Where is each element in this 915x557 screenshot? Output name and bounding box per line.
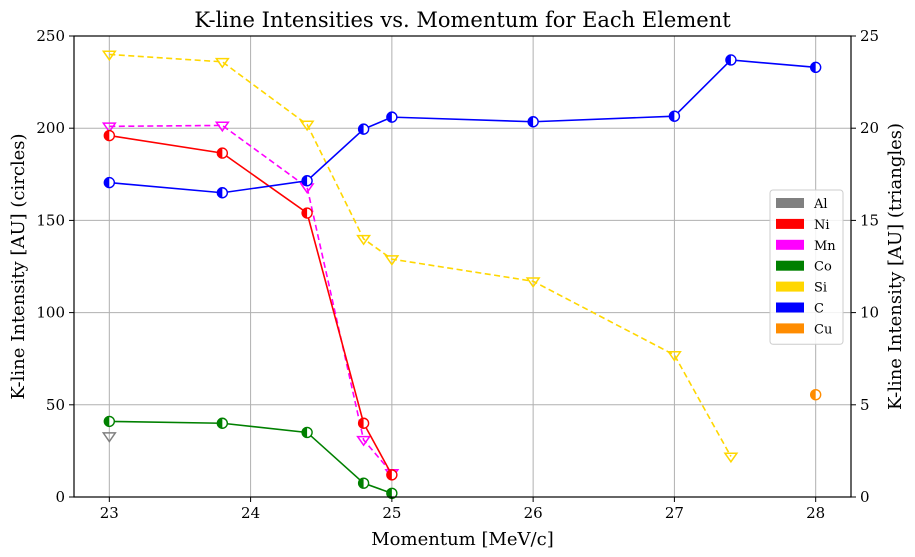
y2-tick-label: 15 xyxy=(860,211,879,229)
x-tick-label: 27 xyxy=(665,504,684,522)
legend-label-cu: Cu xyxy=(814,322,832,337)
x-tick-label: 23 xyxy=(100,504,119,522)
series-layer xyxy=(101,50,822,500)
point-c xyxy=(216,187,229,199)
legend-label-ni: Ni xyxy=(814,218,830,233)
point-si xyxy=(356,234,372,246)
point-c xyxy=(103,176,116,189)
point-c xyxy=(668,110,681,122)
point-cu xyxy=(809,388,822,401)
series-line-c xyxy=(109,59,816,194)
y-tick-label: 100 xyxy=(36,304,65,322)
y2-tick-label: 20 xyxy=(860,119,879,137)
legend-label-c: C xyxy=(814,302,824,317)
point-ni xyxy=(301,207,313,219)
y2-tick-label: 0 xyxy=(860,488,870,506)
legend-label-mn: Mn xyxy=(814,239,836,254)
legend-swatch-co xyxy=(776,260,804,271)
point-co xyxy=(301,426,313,439)
point-si xyxy=(101,50,117,62)
point-si xyxy=(214,57,230,69)
series-line-si xyxy=(109,53,732,457)
point-si xyxy=(299,120,315,132)
legend-label-co: Co xyxy=(814,260,832,275)
legend-swatch-cu xyxy=(776,323,804,334)
legend-swatch-mn xyxy=(776,239,804,250)
point-si xyxy=(666,351,682,362)
point-ni xyxy=(386,469,398,481)
legend-label-al: Al xyxy=(813,197,828,212)
legend-swatch-c xyxy=(776,302,804,313)
plot-frame xyxy=(73,35,852,498)
legend-swatch-ni xyxy=(776,218,804,229)
point-co xyxy=(103,415,116,428)
point-c xyxy=(301,175,313,187)
point-mn xyxy=(101,122,117,134)
legend-label-si: Si xyxy=(814,281,827,296)
y-tick-label: 0 xyxy=(55,488,65,506)
point-ni xyxy=(216,147,229,159)
point-co xyxy=(216,417,229,429)
grid-layer xyxy=(74,35,851,498)
chart-title: K-line Intensities vs. Momentum for Each… xyxy=(194,8,731,32)
x-tick-label: 25 xyxy=(382,504,401,522)
y2-axis-label: K-line Intensity [AU] (triangles) xyxy=(885,123,906,410)
point-c xyxy=(809,61,822,74)
legend-swatch-al xyxy=(776,198,804,208)
point-mn xyxy=(356,435,372,447)
x-axis-label: Momentum [MeV/c] xyxy=(371,529,553,550)
legend-swatch-si xyxy=(776,281,804,292)
point-si xyxy=(525,277,541,288)
x-tick-label: 26 xyxy=(524,504,543,522)
point-mn xyxy=(214,121,230,133)
point-si xyxy=(384,255,400,266)
y-tick-label: 200 xyxy=(36,119,65,137)
tick-layer: 23 24 25 26 27 28 0 50 100 150 200 250 0 5 10 15 20 25 xyxy=(36,27,879,522)
legend: Al Ni Mn Co Si C Cu xyxy=(769,189,844,345)
y-tick-label: 150 xyxy=(36,211,65,229)
point-c xyxy=(725,54,737,66)
x-tick-label: 24 xyxy=(241,504,260,522)
y-tick-label: 50 xyxy=(46,396,65,414)
y2-tick-label: 5 xyxy=(860,396,870,414)
point-ni xyxy=(357,417,370,429)
y-tick-label: 250 xyxy=(36,27,65,45)
y-axis-label: K-line Intensity [AU] (circles) xyxy=(8,133,29,399)
point-al xyxy=(101,432,117,443)
y2-tick-label: 10 xyxy=(860,304,879,322)
point-si xyxy=(723,452,739,464)
y2-tick-label: 25 xyxy=(860,27,879,45)
point-ni xyxy=(103,129,116,142)
point-co xyxy=(357,477,370,489)
point-c xyxy=(357,123,370,135)
x-tick-label: 28 xyxy=(806,504,825,522)
point-c xyxy=(386,111,398,123)
point-c xyxy=(527,116,539,128)
